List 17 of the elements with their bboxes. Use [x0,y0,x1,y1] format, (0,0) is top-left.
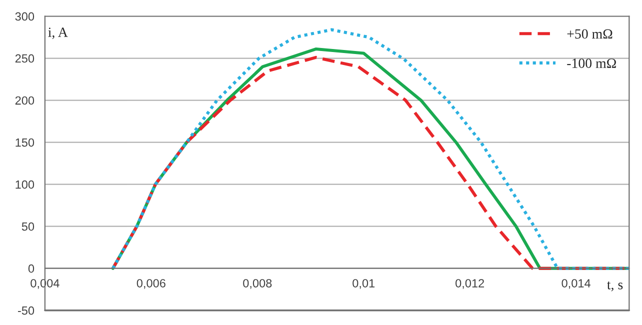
legend-label: -100 mΩ [567,58,616,68]
y-axis-title: i, A [48,28,68,39]
x-tick-label: 0,014 [562,279,590,289]
x-tick-label: 0,012 [456,279,484,289]
y-tick-label: -50 [18,306,34,315]
legend-label: +50 mΩ [567,29,612,39]
x-tick-label: 0,006 [136,279,166,289]
y-tick-label: 50 [22,222,34,231]
y-tick-label: 150 [16,138,34,147]
y-tick-label: 250 [15,54,34,63]
x-axis-title: t, s [607,281,623,292]
x-tick-label: 0,008 [243,279,272,289]
x-tick-label: 0,01 [352,279,375,289]
y-tick-label: 100 [16,180,34,189]
y-tick-label: 300 [15,12,34,21]
y-tick-label: 0 [28,264,34,273]
y-tick-label: 200 [15,96,34,105]
